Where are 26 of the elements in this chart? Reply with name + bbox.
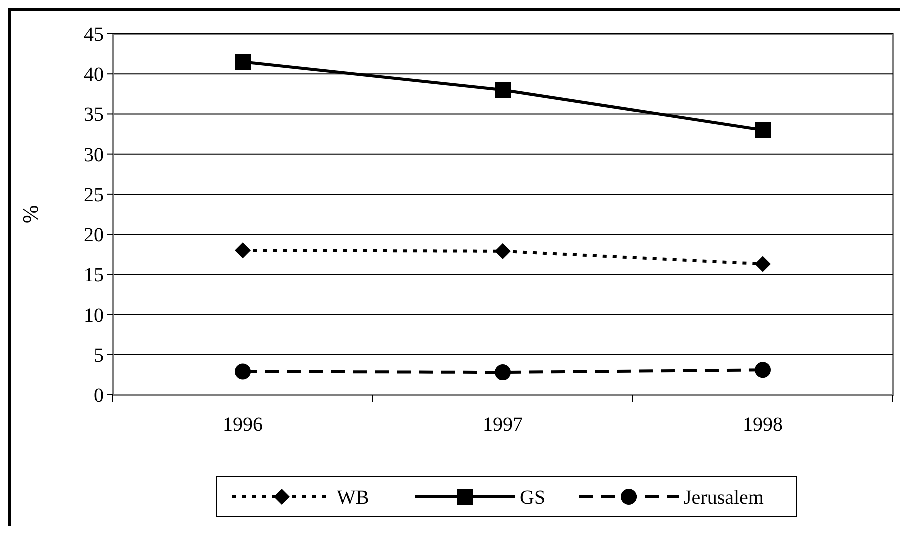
legend-label: WB — [337, 487, 370, 509]
y-tick-label: 45 — [84, 24, 104, 46]
y-tick-label: 30 — [84, 144, 104, 166]
point — [235, 54, 251, 70]
x-tick-label: 1996 — [223, 414, 263, 436]
point — [755, 256, 771, 272]
legend-label: Jerusalem — [684, 487, 764, 509]
point — [755, 362, 771, 378]
y-tick-label: 5 — [94, 344, 104, 367]
point — [755, 122, 771, 138]
y-axis-title: % — [18, 205, 43, 224]
point — [235, 364, 251, 380]
point — [235, 242, 251, 259]
point — [495, 243, 511, 260]
x-tick-label: 1997 — [483, 414, 523, 436]
legend-label: GS — [520, 487, 546, 509]
y-tick-label: 40 — [84, 64, 104, 86]
point — [495, 364, 511, 381]
point — [495, 82, 511, 98]
y-tick-label: 0 — [94, 385, 104, 407]
y-tick-label: 35 — [84, 104, 104, 126]
y-tick-label: 25 — [84, 184, 104, 206]
y-tick-label: 15 — [84, 264, 104, 287]
y-tick-label: 10 — [84, 304, 104, 327]
x-tick-label: 1998 — [743, 414, 783, 436]
y-tick-label: 20 — [84, 224, 104, 247]
